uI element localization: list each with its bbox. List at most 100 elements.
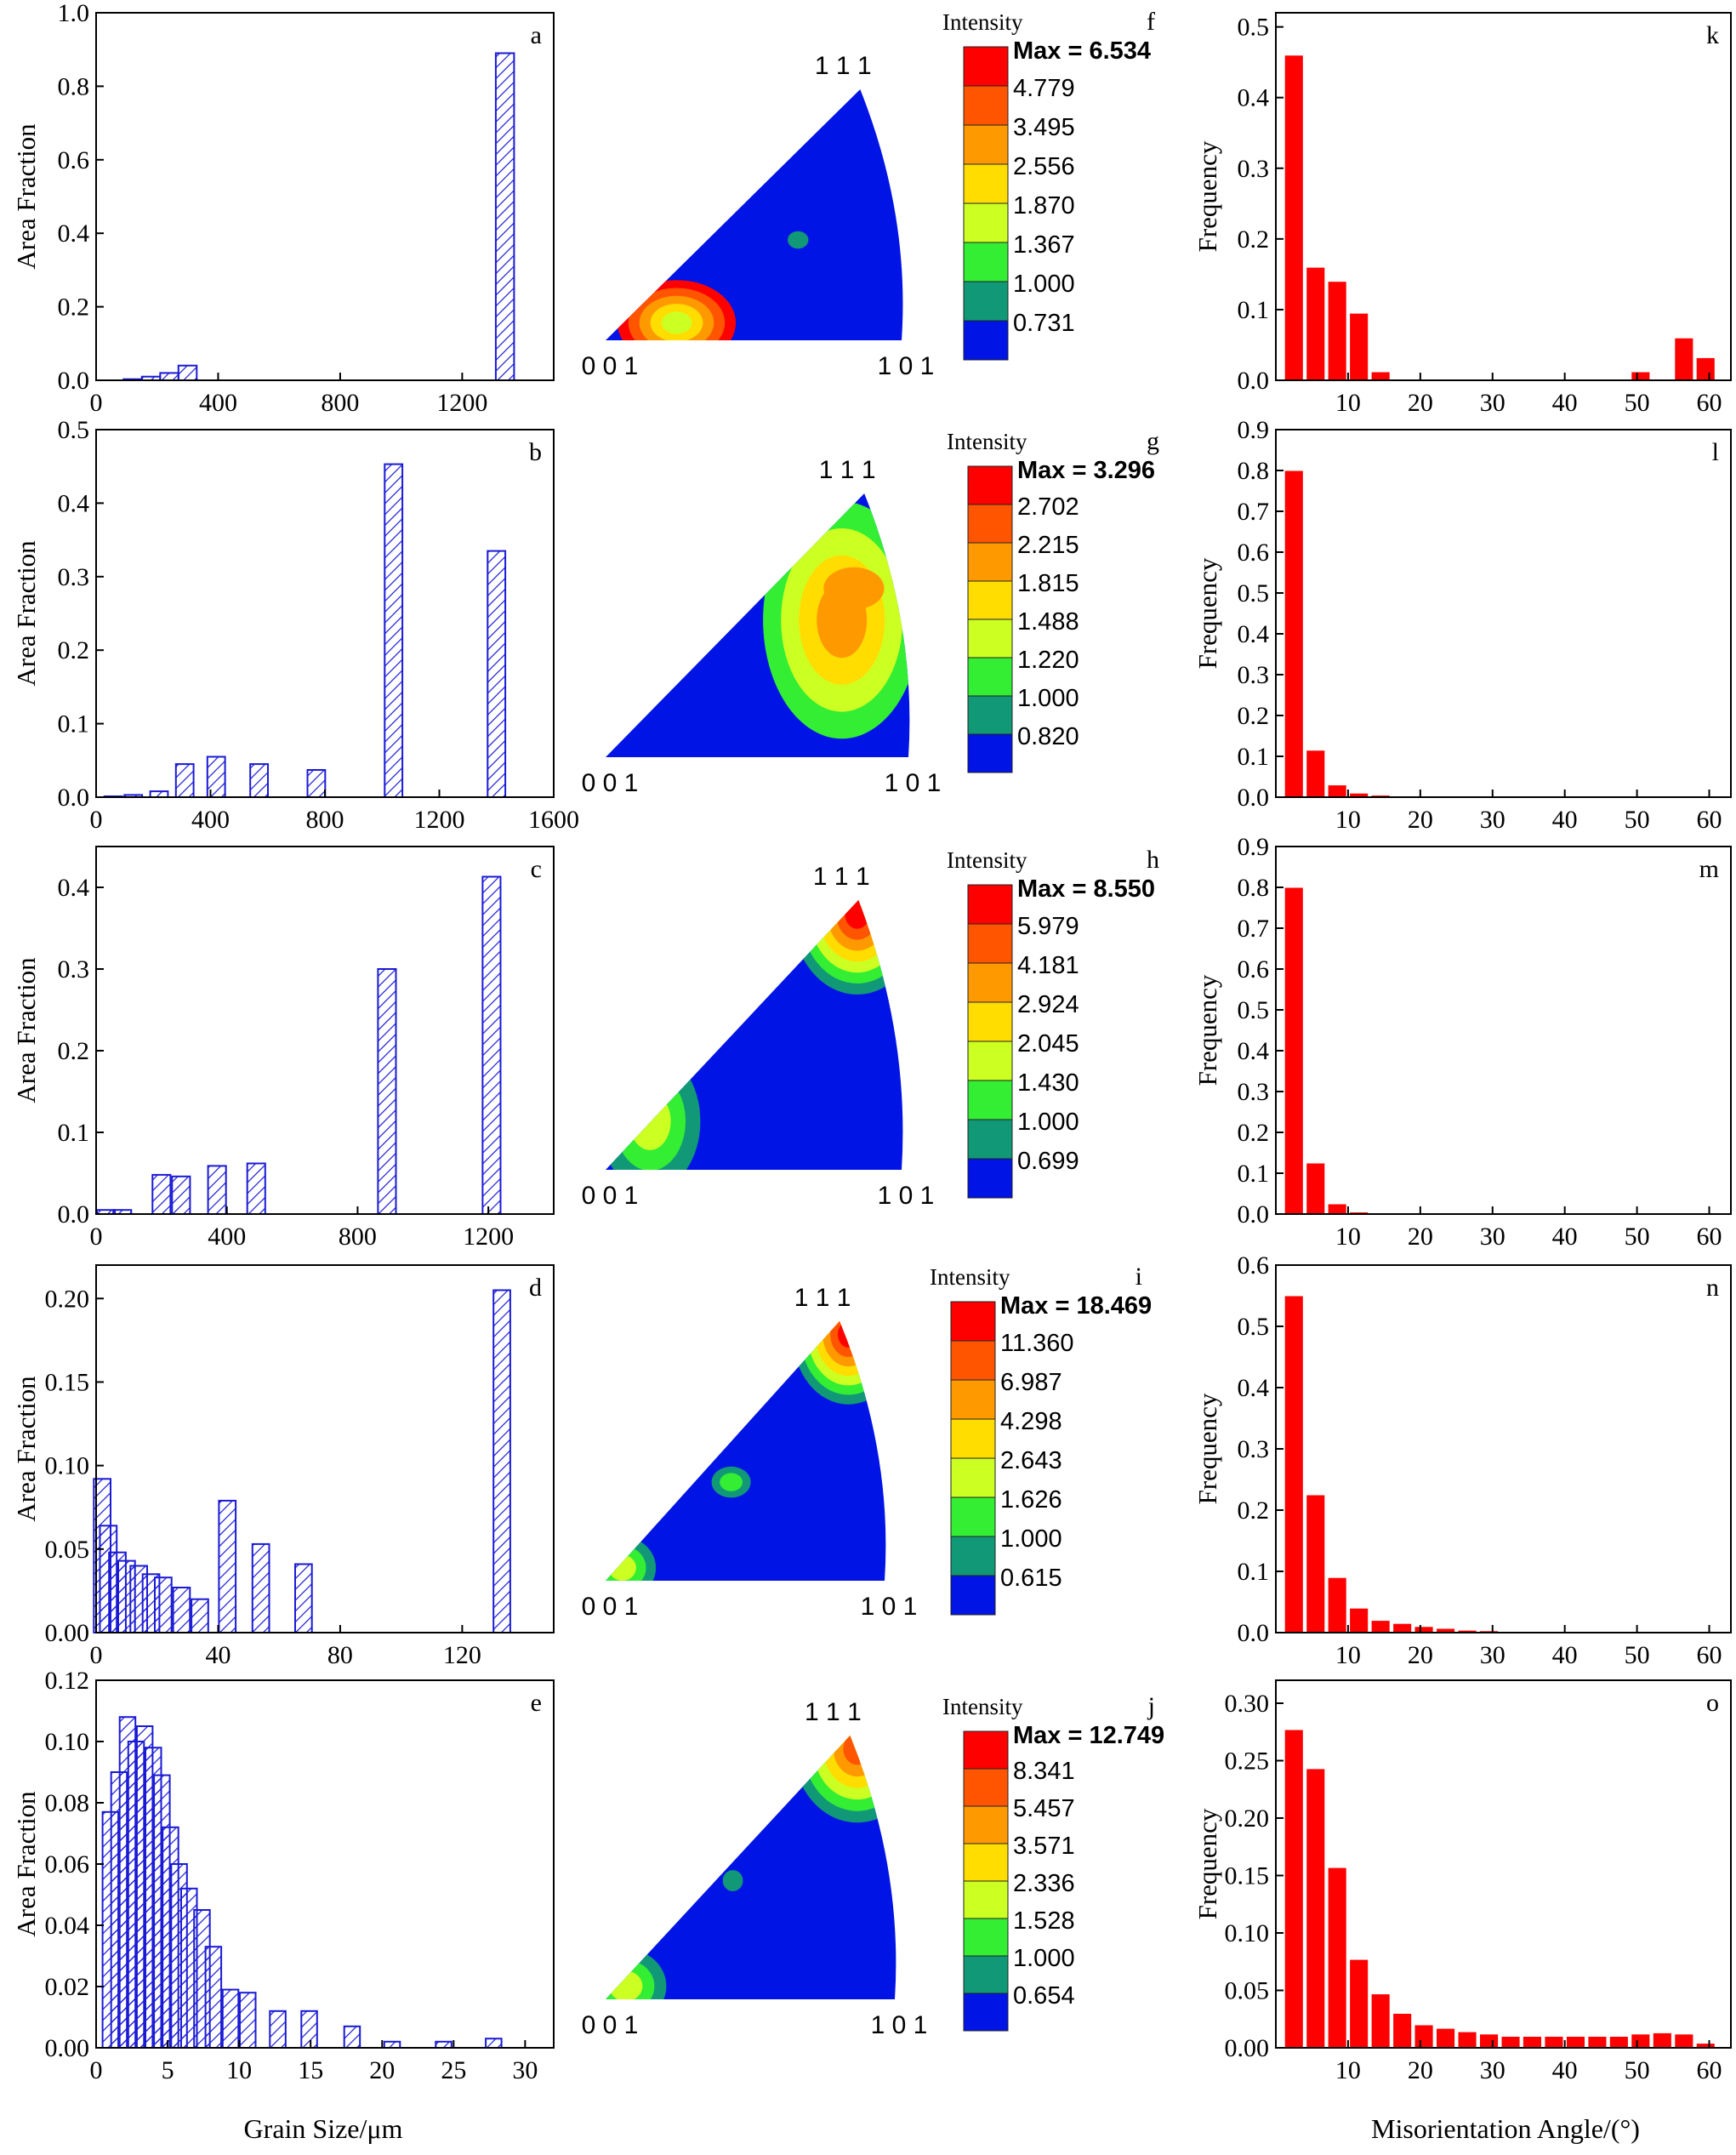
y-tick-label: 0.06	[45, 1850, 90, 1878]
y-tick-label: 0.3	[58, 563, 90, 591]
legend-level-label: 8.341	[1013, 1758, 1075, 1785]
x-tick-label: 50	[1625, 1641, 1650, 1669]
ipf-contour	[843, 1736, 872, 1765]
y-tick-label: 0.5	[1238, 996, 1270, 1024]
plot-frame	[1275, 429, 1732, 798]
x-tick-label: 1200	[436, 389, 487, 417]
x-tick-label: 40	[1552, 2056, 1578, 2084]
intensity-legend-title: Intensity	[942, 9, 1023, 35]
y-tick-label: 0.4	[58, 489, 90, 517]
chart-o: 0.00 0.05 0.10 0.15 0.20 0.25 0.30 10 20 30 40 50 60…	[1192, 1679, 1732, 2084]
y-tick-label: 0.4	[58, 219, 90, 248]
legend-swatch	[967, 695, 1013, 735]
bar	[492, 1289, 511, 1633]
legend-swatch	[967, 733, 1013, 773]
legend-swatch	[963, 281, 1009, 322]
legend-level-label: 1.870	[1013, 192, 1075, 219]
bar	[1608, 2036, 1629, 2049]
legend-swatch	[950, 1536, 996, 1576]
legend-swatch	[963, 1768, 1009, 1807]
bar	[1327, 281, 1347, 381]
legend-level-label: 4.181	[1017, 952, 1079, 979]
y-axis-label: Area Fraction	[11, 540, 41, 687]
plot-frame	[95, 846, 555, 1215]
x-tick-label: 40	[1552, 1223, 1578, 1251]
legend-level-label: 1.220	[1017, 647, 1079, 674]
legend-swatch	[963, 124, 1009, 165]
x-tick-label: 30	[1480, 389, 1505, 417]
legend-swatch	[950, 1497, 996, 1537]
ipf-contour	[823, 567, 885, 610]
bar	[1306, 1768, 1326, 2049]
bar	[149, 790, 169, 798]
chart-c: 0.0 0.1 0.2 0.3 0.4 0 400 800 1200 Area Fraction c	[11, 846, 555, 1251]
x-tick-label: 5	[162, 2056, 174, 2084]
y-axis-label: Frequency	[1192, 1393, 1222, 1504]
legend-swatch	[950, 1379, 996, 1420]
bar	[1349, 312, 1369, 381]
bar	[1349, 1958, 1369, 2049]
legend-swatch	[963, 320, 1009, 361]
x-tick-label: 0	[90, 1223, 103, 1251]
legend-level-label: 2.045	[1017, 1030, 1079, 1058]
y-tick-label: 0.3	[1238, 155, 1270, 183]
y-tick-label: 0.1	[58, 710, 90, 738]
y-tick-label: 0.10	[45, 1728, 90, 1756]
ipf-corner-001: 0 0 1	[582, 1182, 639, 1210]
legend-max-label: Max = 3.296	[1017, 457, 1155, 484]
ipf-contour	[845, 900, 870, 929]
x-tick-label: 10	[1335, 1641, 1361, 1669]
y-tick-label: 0.2	[58, 636, 90, 664]
legend-swatch	[967, 962, 1013, 1003]
legend-swatch	[967, 580, 1013, 620]
x-tick-label: 0	[90, 2056, 103, 2084]
panel-label: j	[1147, 1692, 1155, 1720]
ipf-triangle	[606, 89, 903, 340]
y-tick-label: 0.1	[1238, 1558, 1270, 1586]
legend-level-label: 2.643	[1000, 1447, 1062, 1474]
legend-swatch	[963, 1993, 1009, 2032]
legend-swatch	[967, 1158, 1013, 1199]
bar	[172, 1587, 191, 1633]
ipf-corner-101: 1 0 1	[885, 769, 942, 797]
y-tick-label: 0.0	[1238, 367, 1270, 395]
x-tick-label: 0	[90, 806, 103, 834]
ipf-corner-001: 0 0 1	[582, 2011, 639, 2039]
y-tick-label: 0.4	[1238, 84, 1270, 112]
legend-level-label: 1.000	[1017, 685, 1079, 712]
x-tick-label: 60	[1697, 389, 1722, 417]
panel-label: f	[1147, 8, 1155, 36]
chart-e: 0.00 0.02 0.04 0.06 0.08 0.10 0.12 0 5 10 15 20 25 30…	[11, 1667, 555, 2084]
bar	[151, 1173, 172, 1216]
y-axis-label: Area Fraction	[11, 1791, 41, 1937]
panel-label: i	[1136, 1263, 1142, 1291]
y-tick-label: 0.2	[58, 1037, 90, 1065]
y-tick-label: 0.10	[45, 1452, 90, 1480]
bar	[221, 1988, 240, 2050]
bar	[384, 463, 404, 798]
chart-n: 0.0 0.1 0.2 0.3 0.4 0.5 0.6 10 20 30 40 50 60 Frequen…	[1192, 1251, 1732, 1669]
bar	[294, 1563, 313, 1633]
x-tick-label: 800	[339, 1223, 377, 1251]
x-tick-label: 30	[1480, 2056, 1505, 2084]
y-tick-label: 0.04	[45, 1912, 90, 1940]
x-tick-label: 10	[226, 2056, 252, 2084]
ipf-corner-101: 1 0 1	[861, 1593, 918, 1621]
y-tick-label: 0.3	[1238, 1078, 1270, 1106]
panel-label: c	[531, 855, 542, 883]
y-tick-label: 0.7	[1238, 498, 1270, 526]
y-tick-label: 0.5	[1238, 579, 1270, 607]
bar	[383, 2040, 401, 2050]
ipf-corner-111: 1 1 1	[805, 1698, 862, 1726]
bar	[191, 1598, 209, 1633]
x-tick-label: 0	[90, 1641, 103, 1669]
x-tick-label: 20	[1408, 806, 1433, 834]
y-tick-label: 0.8	[1238, 457, 1270, 485]
ipf-contour	[830, 1321, 867, 1358]
panel-label: e	[531, 1689, 542, 1717]
x-tick-label: 10	[1335, 806, 1361, 834]
